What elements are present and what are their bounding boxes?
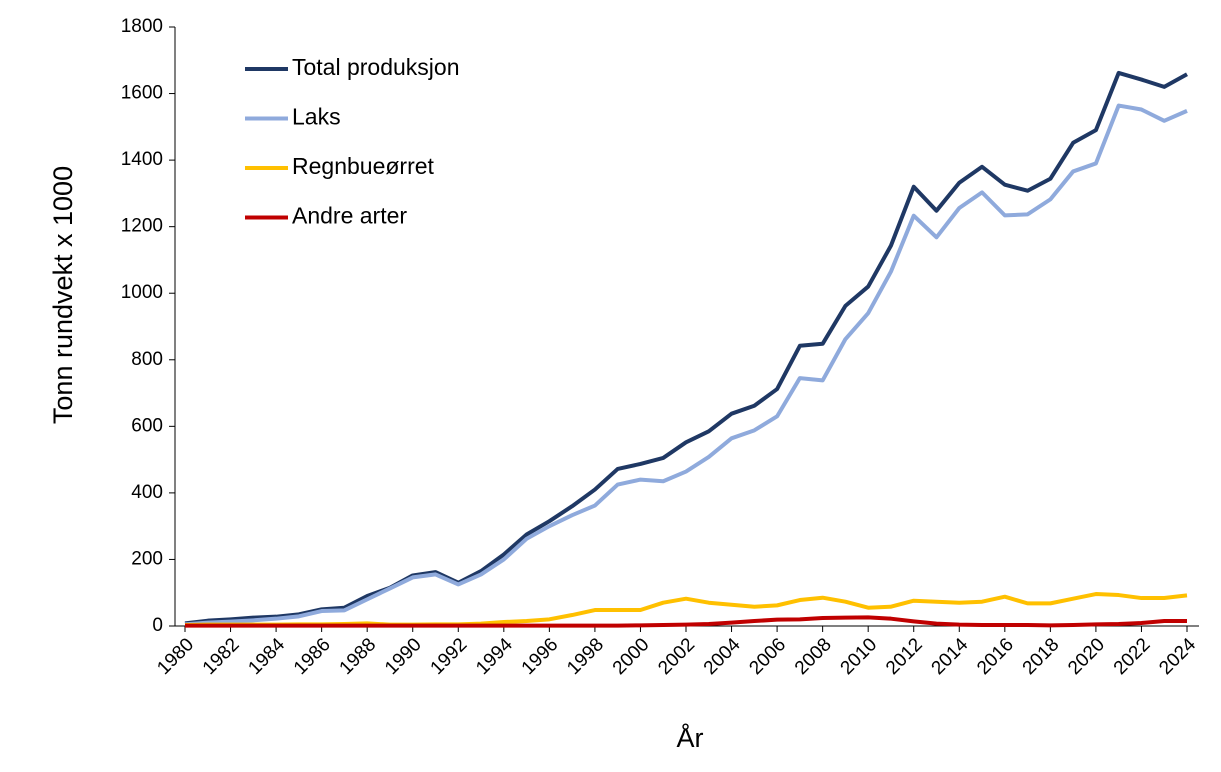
x-tick-label: 2004 bbox=[700, 634, 745, 679]
x-tick-label: 2020 bbox=[1064, 634, 1109, 679]
series-line bbox=[184, 70, 1188, 626]
legend-label: Laks bbox=[292, 104, 341, 130]
x-tick-label: 1982 bbox=[199, 634, 244, 679]
y-tick-label: 1000 bbox=[121, 282, 163, 303]
legend-label: Total produksjon bbox=[292, 54, 460, 80]
y-tick-label: 600 bbox=[131, 415, 163, 436]
x-tick-label: 1992 bbox=[427, 634, 472, 679]
x-tick-label: 2012 bbox=[882, 634, 927, 679]
legend-label: Regnbueørret bbox=[292, 153, 435, 179]
x-tick-label: 2000 bbox=[609, 634, 654, 679]
y-tick-label: 400 bbox=[131, 482, 163, 503]
y-tick-label: 1600 bbox=[121, 83, 163, 104]
x-tick-label: 2008 bbox=[791, 634, 836, 679]
series-line bbox=[185, 615, 1187, 628]
y-tick-label: 0 bbox=[152, 615, 163, 636]
series-line bbox=[184, 103, 1188, 627]
y-tick-label: 1200 bbox=[121, 216, 163, 237]
x-tick-label: 2002 bbox=[654, 634, 699, 679]
x-axis-label: År bbox=[677, 722, 704, 753]
x-tick-label: 1980 bbox=[153, 634, 198, 679]
x-tick-label: 1986 bbox=[290, 634, 335, 679]
x-tick-label: 2014 bbox=[928, 634, 973, 679]
x-tick-label: 1988 bbox=[336, 634, 381, 679]
x-tick-label: 2010 bbox=[837, 634, 882, 679]
x-tick-label: 2016 bbox=[973, 634, 1018, 679]
x-tick-label: 1998 bbox=[563, 634, 608, 679]
x-tick-label: 2022 bbox=[1110, 634, 1155, 679]
x-tick-label: 1994 bbox=[472, 634, 517, 679]
y-tick-label: 1400 bbox=[121, 149, 163, 170]
y-tick-label: 200 bbox=[131, 548, 163, 569]
x-tick-label: 1984 bbox=[244, 634, 289, 679]
x-tick-label: 2018 bbox=[1019, 634, 1064, 679]
x-tick-label: 1996 bbox=[518, 634, 563, 679]
y-tick-label: 800 bbox=[131, 349, 163, 370]
y-axis-label: Tonn rundvekt x 1000 bbox=[48, 166, 78, 424]
x-tick-label: 2024 bbox=[1155, 634, 1200, 679]
legend-label: Andre arter bbox=[292, 203, 407, 229]
x-tick-label: 1990 bbox=[381, 634, 426, 679]
x-tick-label: 2006 bbox=[745, 634, 790, 679]
y-tick-label: 1800 bbox=[121, 16, 163, 37]
